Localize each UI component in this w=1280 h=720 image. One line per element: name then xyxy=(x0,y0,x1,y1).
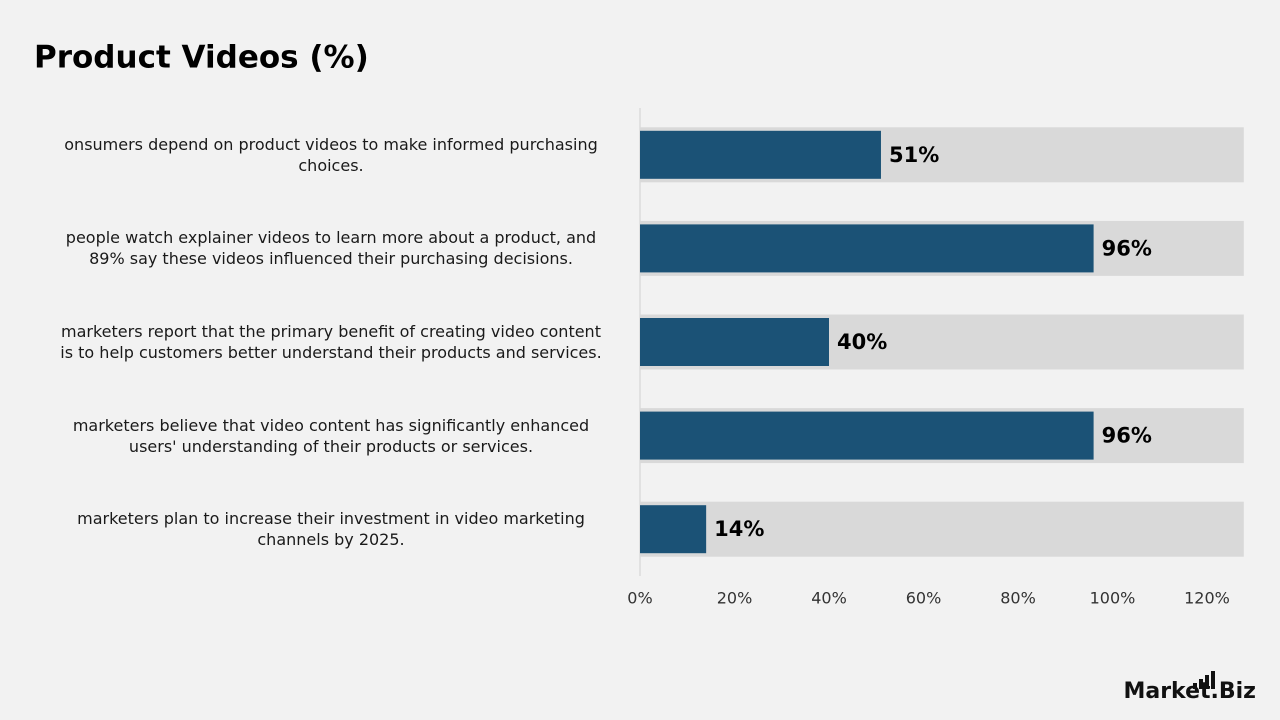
bar xyxy=(640,130,881,179)
category-label: marketers report that the primary benefi… xyxy=(60,322,602,362)
x-tick-label: 120% xyxy=(1184,589,1230,608)
category-label: marketers believe that video content has… xyxy=(72,415,590,456)
category-label: marketers plan to increase their investm… xyxy=(77,509,585,550)
x-tick-label: 80% xyxy=(1000,589,1036,608)
bar xyxy=(640,318,829,366)
value-label: 51% xyxy=(889,143,939,167)
value-label: 14% xyxy=(714,517,764,541)
value-label: 96% xyxy=(1102,424,1152,448)
bar xyxy=(640,411,1094,460)
bar xyxy=(640,224,1094,273)
logo: Market.Biz xyxy=(1123,679,1256,704)
x-tick-label: 20% xyxy=(717,589,753,608)
value-label: 40% xyxy=(837,330,887,354)
logo-icon xyxy=(1193,671,1215,689)
bar xyxy=(640,505,707,554)
chart-title: Product Videos (%) xyxy=(34,40,369,76)
x-tick-label: 0% xyxy=(627,589,652,608)
x-tick-label: 40% xyxy=(811,589,847,608)
category-label: onsumers depend on product videos to mak… xyxy=(64,134,598,175)
category-label: people watch explainer videos to learn m… xyxy=(65,228,597,269)
bar-track xyxy=(640,501,1244,557)
x-tick-label: 100% xyxy=(1090,589,1136,608)
value-label: 96% xyxy=(1102,236,1152,260)
x-tick-label: 60% xyxy=(906,589,942,608)
